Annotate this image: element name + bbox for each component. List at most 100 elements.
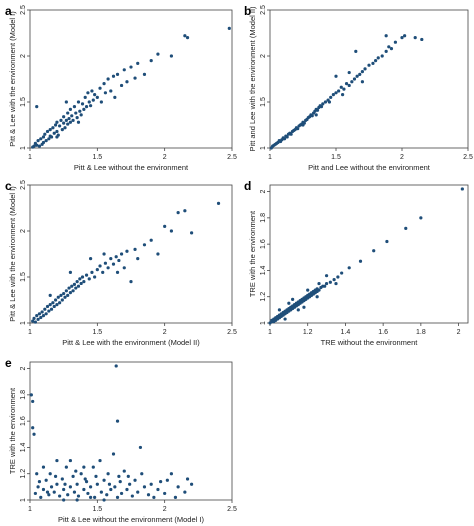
scatter-point bbox=[142, 485, 147, 489]
scatter-point bbox=[156, 52, 160, 56]
scatter-point bbox=[149, 482, 153, 486]
scatter-point bbox=[285, 135, 289, 139]
scatter-point bbox=[118, 480, 122, 484]
y-tick-label: 1.4 bbox=[260, 265, 267, 275]
scatter-point bbox=[31, 399, 35, 404]
scatter-point bbox=[91, 465, 95, 469]
scatter-point bbox=[296, 308, 300, 312]
scatter-point bbox=[64, 289, 68, 293]
x-tick-label: 1.5 bbox=[331, 154, 341, 161]
scatter-point bbox=[82, 487, 86, 492]
scatter-point bbox=[342, 87, 346, 91]
scatter-point bbox=[400, 36, 404, 40]
scatter-point bbox=[36, 139, 40, 143]
y-tick-label: 1 bbox=[20, 498, 27, 502]
scatter-point bbox=[62, 498, 66, 502]
scatter-point bbox=[159, 480, 163, 484]
scatter-point bbox=[76, 284, 81, 288]
scatter-point bbox=[67, 116, 71, 121]
y-tick-label: 1.2 bbox=[20, 469, 27, 479]
scatter-point bbox=[29, 393, 33, 397]
panel-d: d 1 1.2 1.4 1.6 1.8 2 1 1.2 1.4 1.6 1.8 2 TRE without… bbox=[244, 179, 469, 347]
scatter-point bbox=[71, 118, 75, 122]
scatter-point bbox=[93, 495, 97, 499]
scatter-point bbox=[90, 89, 94, 93]
scatter-point bbox=[48, 472, 52, 476]
y-tick-label: 1.5 bbox=[260, 97, 267, 107]
scatter-point bbox=[337, 89, 341, 93]
scatter-point bbox=[115, 270, 120, 274]
scatter-point bbox=[52, 304, 56, 309]
scatter-point bbox=[93, 275, 97, 279]
scatter-point bbox=[103, 261, 108, 265]
scatter-point bbox=[169, 229, 173, 233]
scatter-point bbox=[336, 275, 340, 279]
scatter-point bbox=[125, 80, 129, 84]
scatter-point bbox=[146, 493, 151, 497]
scatter-point bbox=[371, 61, 375, 65]
scatter-point bbox=[44, 312, 48, 316]
scatter-point bbox=[32, 316, 36, 320]
x-tick-label: 2 bbox=[163, 506, 167, 513]
scatter-point bbox=[389, 47, 394, 51]
scatter-point bbox=[117, 258, 121, 263]
scatter-point bbox=[43, 132, 47, 136]
scatter-point bbox=[86, 91, 90, 95]
scatter-point bbox=[39, 137, 43, 141]
scatter-point bbox=[149, 238, 153, 242]
scatter-point bbox=[70, 114, 74, 118]
scatter-point bbox=[183, 209, 187, 213]
scatter-point bbox=[347, 83, 351, 88]
scatter-point bbox=[355, 74, 359, 78]
panel-e: e 1 1.5 2 2.5 1 1.2 1.4 1.6 1.8 2 Pitt & Lee withou… bbox=[5, 356, 237, 524]
scatter-point bbox=[90, 270, 94, 274]
scatter-point bbox=[79, 281, 83, 286]
scatter-point bbox=[79, 472, 83, 476]
scatter-point bbox=[58, 301, 62, 305]
scatter-point bbox=[156, 487, 160, 492]
x-tick-label: 1 bbox=[28, 506, 32, 513]
scatter-point bbox=[45, 129, 50, 134]
scatter-point bbox=[142, 72, 147, 76]
y-tick-label: 1 bbox=[20, 146, 27, 150]
plot-frame bbox=[29, 184, 233, 324]
x-tick-label: 2.5 bbox=[227, 506, 237, 513]
scatter-point bbox=[334, 281, 338, 286]
x-tick-label: 2.5 bbox=[227, 329, 237, 336]
x-tick-label: 1.8 bbox=[416, 329, 426, 336]
plot-frame bbox=[29, 361, 233, 501]
scatter-point bbox=[129, 280, 133, 284]
y-tick-label: 2.5 bbox=[260, 5, 267, 15]
scatter-point bbox=[106, 77, 110, 81]
scatter-point bbox=[99, 490, 103, 494]
y-tick-label: 2 bbox=[260, 54, 267, 58]
y-tick-label: 2 bbox=[20, 54, 27, 58]
scatter-point bbox=[70, 284, 74, 288]
scatter-point bbox=[347, 70, 351, 75]
scatter-point bbox=[113, 485, 117, 489]
scatter-point bbox=[84, 480, 89, 484]
scatter-point bbox=[71, 474, 75, 478]
scatter-point bbox=[129, 65, 133, 69]
scatter-point bbox=[363, 67, 367, 71]
scatter-point bbox=[68, 485, 72, 489]
scatter-point bbox=[119, 83, 124, 88]
scatter-point bbox=[358, 259, 363, 263]
scatter-point bbox=[98, 264, 102, 268]
scatter-point bbox=[291, 297, 295, 301]
scatter-point bbox=[44, 478, 48, 482]
scatter-point bbox=[66, 293, 70, 297]
scatter-point bbox=[102, 252, 106, 256]
scatter-point bbox=[111, 452, 116, 456]
scatter-point bbox=[372, 249, 376, 253]
scatter-point bbox=[52, 131, 56, 135]
scatter-point bbox=[98, 86, 102, 90]
y-tick-label: 2 bbox=[260, 190, 267, 194]
scatter-point bbox=[385, 239, 389, 244]
plot-frame bbox=[269, 9, 469, 149]
scatter-point bbox=[68, 458, 72, 463]
scatter-point bbox=[83, 477, 87, 481]
scatter-point bbox=[47, 137, 51, 141]
scatter-point bbox=[329, 95, 333, 99]
